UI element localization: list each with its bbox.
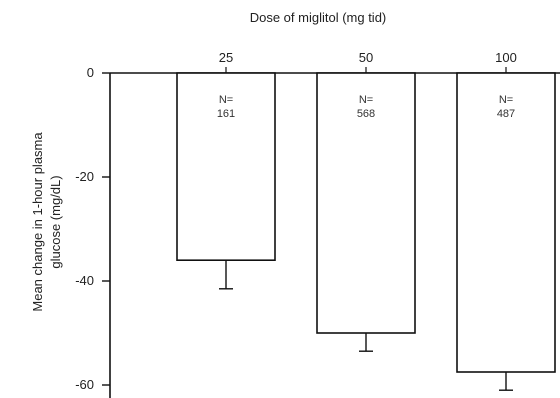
x-category-label: 25 (219, 50, 233, 65)
y-axis-title-line-2: glucose (mg/dL) (48, 175, 63, 268)
y-axis-title-line-1: Mean change in 1-hour plasma (30, 132, 45, 312)
y-tick-label: -40 (75, 273, 94, 288)
y-tick-label: -60 (75, 377, 94, 392)
n-label-prefix: N= (499, 94, 513, 106)
n-label-prefix: N= (219, 94, 233, 106)
bar (316, 72, 416, 334)
n-label-count: 568 (357, 108, 375, 120)
x-category-label: 100 (495, 50, 517, 65)
x-category-label: 50 (359, 50, 373, 65)
bar (456, 72, 556, 373)
y-tick-label: 0 (87, 65, 94, 80)
y-ticks: 0 -20 -40 -60 (75, 65, 110, 392)
n-label-count: 161 (217, 108, 235, 120)
bars: 25 N= 161 50 N= 568 100 N= 487 (176, 50, 556, 391)
y-tick-label: -20 (75, 169, 94, 184)
x-axis-title: Dose of miglitol (mg tid) (250, 10, 387, 25)
n-label-prefix: N= (359, 94, 373, 106)
n-label-count: 487 (497, 108, 515, 120)
